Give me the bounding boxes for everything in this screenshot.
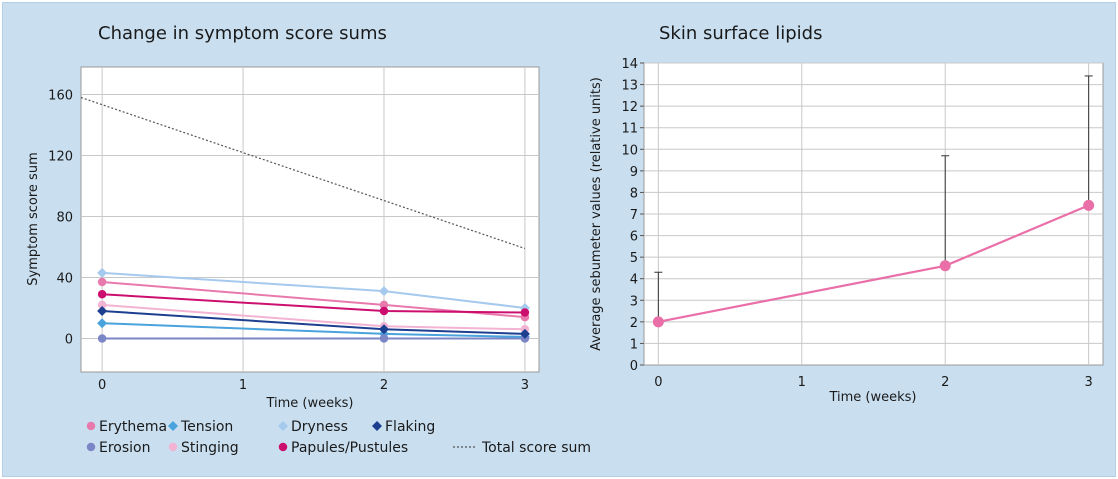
legend-swatch-papules-pustules: [278, 442, 288, 452]
chart-1-series: [80, 96, 530, 343]
series-point-flaking: [519, 328, 530, 339]
chart-2-y-tick-label: 6: [630, 230, 638, 245]
series-point-erosion: [97, 334, 107, 343]
legend-swatch-stinging: [168, 442, 178, 452]
chart-2-title: Skin surface lipids: [659, 23, 822, 44]
series-point-erythema: [97, 277, 107, 287]
chart-1-x-axis-label: Time (weeks): [265, 396, 353, 411]
series-point-flaking: [378, 324, 389, 335]
chart-2-y-tick-label: 3: [630, 294, 638, 309]
chart-1-title: Change in symptom score sums: [98, 23, 387, 44]
chart-1-y-ticks: 0 40 80 120 160: [48, 88, 73, 347]
chart-2-y-tick-label: 2: [630, 316, 638, 331]
chart-symptom-scores: Change in symptom score sums 04080120160…: [26, 23, 591, 456]
chart-2-y-tick-label: 9: [630, 165, 638, 180]
legend-label-erythema: Erythema: [99, 419, 167, 435]
chart-2-y-axis-label: Average sebumeter values (relative units…: [589, 77, 604, 351]
legend-swatch-dryness: [278, 421, 288, 431]
chart-2-y-tick-label: 4: [630, 273, 638, 288]
series-point-sebumeter: [1083, 199, 1095, 211]
chart-1-x-tick-label: 1: [239, 378, 247, 393]
chart-1-plot-area: [80, 66, 540, 373]
series-point-erosion: [379, 334, 389, 343]
legend-swatch-flaking: [372, 421, 382, 431]
chart-2-y-tick-label: 11: [621, 122, 638, 137]
chart-1-y-tick-label: 0: [65, 332, 73, 347]
chart-2-y-tick-label: 10: [621, 143, 638, 158]
legend-swatch-erosion: [86, 442, 96, 452]
series-point-dryness: [97, 267, 108, 278]
legend-label-flaking: Flaking: [385, 419, 435, 435]
legend-swatch-erythema: [86, 421, 96, 431]
series-point-papules-pustules: [97, 289, 107, 299]
chart-2-y-tick-label: 5: [630, 251, 638, 266]
legend-label-erosion: Erosion: [99, 440, 150, 456]
chart-1-y-tick-label: 80: [56, 210, 73, 225]
series-point-dryness: [378, 286, 389, 297]
chart-2-y-tick-label: 13: [621, 79, 638, 94]
chart-2-series: [652, 75, 1095, 328]
series-point-papules-pustules: [520, 308, 530, 317]
legend-label-total-score-sum: Total score sum: [481, 440, 591, 456]
legend-label-stinging: Stinging: [181, 440, 239, 456]
series-point-tension: [97, 318, 108, 329]
legend-label-papules-pustules: Papules/Pustules: [291, 440, 408, 456]
series-point-flaking: [97, 306, 108, 316]
chart-1-y-axis-label: Symptom score sum: [26, 152, 41, 285]
chart-skin-lipids: Skin surface lipids 01234567891011121314…: [589, 23, 1104, 405]
legend-label-dryness: Dryness: [291, 419, 348, 435]
chart-1-x-tick-label: 0: [98, 378, 106, 393]
chart-1-x-tick-label: 3: [521, 378, 529, 393]
chart-1-y-tick-label: 40: [56, 271, 73, 286]
chart-2-y-tick-label: 1: [630, 337, 638, 352]
chart-2-x-tick-label: 2: [941, 375, 949, 390]
chart-1-x-tick-label: 2: [380, 378, 388, 393]
chart-1-x-ticks: 0 1 2 3: [98, 378, 529, 393]
series-point-papules-pustules: [379, 306, 389, 316]
series-point-erythema: [379, 300, 389, 310]
chart-2-y-tick-label: 0: [630, 359, 638, 374]
legend-label-tension: Tension: [180, 419, 233, 435]
chart-1-legend: Erythema Tension Dryness Flaking Erosion Stin…: [86, 419, 591, 456]
series-point-sebumeter: [939, 260, 951, 272]
chart-2-y-tick-label: 8: [630, 186, 638, 201]
chart-2-x-tick-label: 0: [654, 375, 662, 390]
chart-2-y-tick-label: 7: [630, 208, 638, 223]
series-point-stinging: [97, 300, 107, 310]
chart-2-gridlines: [640, 62, 1103, 366]
chart-2-y-tick-label: 12: [621, 100, 638, 115]
legend-swatch-tension: [168, 421, 178, 431]
chart-2-x-tick-label: 3: [1085, 375, 1093, 390]
chart-1-y-tick-label: 120: [48, 149, 73, 164]
chart-2-x-tick-label: 1: [798, 375, 806, 390]
figure-canvas: Change in symptom score sums 04080120160…: [26, 23, 1104, 456]
chart-2-x-axis-label: Time (weeks): [828, 390, 916, 405]
chart-2-x-ticks: 0 1 2 3: [654, 375, 1093, 390]
series-point-sebumeter: [652, 316, 664, 328]
chart-2-y-tick-label: 14: [621, 57, 638, 72]
chart-1-y-tick-label: 160: [48, 88, 73, 103]
